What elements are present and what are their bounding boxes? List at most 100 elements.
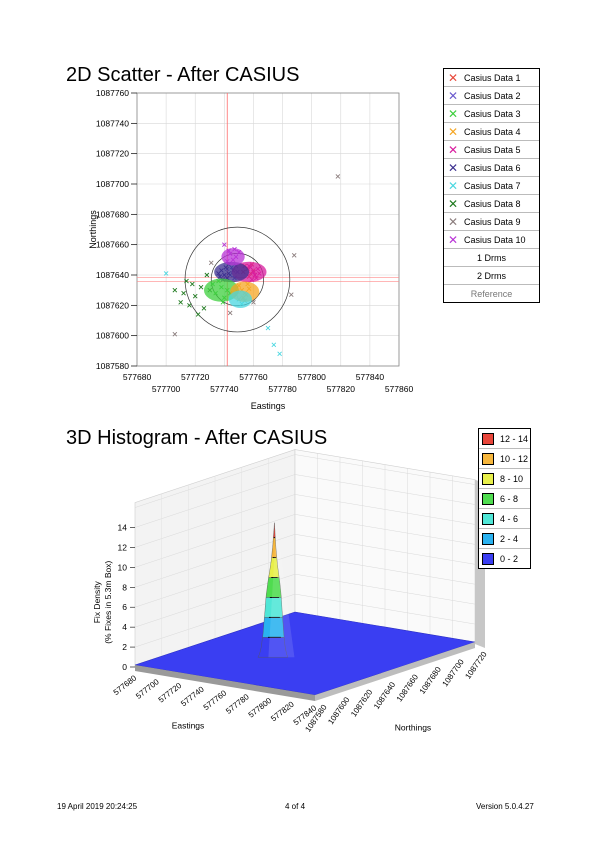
legend-color-swatch (482, 492, 494, 505)
scatter-point (251, 299, 256, 305)
scatter-point (335, 174, 341, 179)
scatter-plot-frame (136, 92, 400, 367)
scatter-legend-item: 1 Drms (444, 249, 539, 267)
histogram-legend: 12 - 14 10 - 12 8 - 10 6 - 8 4 - 6 2 - 4 0 - 2 (478, 428, 531, 569)
scatter-y-tick-label: 1087720 (96, 149, 129, 159)
scatter-legend-label: Casius Data 4 (464, 126, 521, 137)
scatter-x-tick-label: 577680 (123, 372, 152, 382)
histogram-wall-gridline (294, 454, 476, 485)
scatter-chart: 1087760 1087740 1087720 1087700 1087680 10876… (88, 88, 414, 411)
scatter-legend-item: ✕ Casius Data 9 (444, 213, 539, 231)
scatter-point (192, 293, 198, 299)
histogram-z-tick-label: 8 (122, 582, 127, 592)
histogram-legend-label: 10 - 12 (500, 453, 529, 464)
scatter-point (181, 290, 186, 296)
histogram-legend-item: 6 - 8 (479, 489, 530, 509)
scatter-point-cluster (214, 261, 250, 283)
histogram-y-tick-label: 1087640 (372, 680, 398, 711)
scatter-y-tick-label: 1087660 (96, 240, 129, 250)
scatter-y-tick-label: 1087640 (96, 270, 129, 280)
histogram-legend-label: 4 - 6 (500, 513, 519, 524)
histogram-z-tick-label: 6 (122, 602, 127, 612)
scatter-legend-label: Casius Data 8 (464, 198, 521, 209)
scatter-y-tick-label: 1087760 (96, 88, 129, 98)
scatter-point (222, 242, 227, 247)
scatter-point (189, 281, 195, 287)
legend-color-swatch (482, 432, 494, 445)
histogram-wall-gridline (294, 474, 476, 505)
scatter-legend-item: ✕ Casius Data 6 (444, 159, 539, 177)
scatter-point (277, 351, 282, 357)
footer-version: Version 5.0.4.27 (476, 802, 534, 811)
scatter-y-tick-label: 1087700 (96, 179, 129, 189)
legend-color-swatch (482, 552, 494, 565)
scatter-legend-item: Reference (444, 285, 539, 302)
scatter-legend: ✕ Casius Data 1 ✕ Casius Data 2 ✕ Casius Data… (443, 68, 540, 303)
scatter-point (172, 287, 178, 293)
legend-x-marker-icon: ✕ (447, 70, 459, 85)
histogram-z-tick-label: 14 (118, 523, 128, 533)
scatter-legend-item: ✕ Casius Data 10 (444, 231, 539, 249)
scatter-legend-label: Casius Data 10 (464, 234, 526, 245)
scatter-y-tick-label: 1087620 (96, 300, 129, 310)
scatter-point (204, 272, 210, 278)
histogram-peak-band (273, 522, 276, 538)
scatter-legend-item: ✕ Casius Data 5 (444, 141, 539, 159)
scatter-legend-label: Casius Data 5 (464, 144, 521, 155)
scatter-legend-item: ✕ Casius Data 8 (444, 195, 539, 213)
histogram-legend-item: 10 - 12 (479, 449, 530, 469)
histogram-peak-highlight (268, 522, 295, 658)
scatter-point (198, 284, 204, 290)
scatter-y-tick-label: 1087600 (96, 331, 129, 341)
legend-x-marker-icon: ✕ (447, 88, 459, 103)
histogram-legend-item: 4 - 6 (479, 509, 530, 529)
histogram-floor-edge (135, 665, 315, 702)
histogram-3d-chart: 0 2 4 6 8 10 12 14 Fix Density (% Fixes in 5.3m B… (92, 449, 489, 734)
scatter-x-axis-title: Eastings (251, 401, 286, 411)
scatter-legend-item: ✕ Casius Data 3 (444, 105, 539, 123)
scatter-legend-label: 2 Drms (477, 270, 506, 281)
histogram-y-tick-label: 1087600 (326, 695, 352, 726)
histogram-wall-gridline (294, 534, 476, 565)
scatter-point (208, 260, 214, 266)
scatter-point (201, 306, 207, 311)
legend-x-marker-icon: ✕ (447, 124, 459, 139)
histogram-wall-gridline (294, 553, 476, 585)
footer-page-number: 4 of 4 (285, 802, 306, 811)
scatter-point (227, 310, 233, 316)
scatter-legend-label: Casius Data 1 (464, 72, 521, 83)
histogram-y-tick-label: 1087700 (441, 657, 467, 688)
scatter-legend-label: Casius Data 3 (464, 108, 521, 119)
scatter-x-tick-label: 577700 (152, 384, 181, 394)
scatter-legend-item: 2 Drms (444, 267, 539, 285)
scatter-point (291, 252, 297, 258)
legend-x-marker-icon: ✕ (447, 106, 459, 121)
scatter-point (271, 342, 277, 348)
histogram-z-tick-label: 12 (118, 542, 128, 552)
footer-timestamp: 19 April 2019 20:24:25 (57, 802, 138, 811)
scatter-x-tick-label: 577860 (385, 384, 414, 394)
histogram-wall-gridline (294, 514, 476, 545)
legend-color-swatch (482, 512, 494, 525)
scatter-y-tick-label: 1087740 (96, 118, 129, 128)
scatter-point-cluster (221, 248, 245, 266)
scatter-x-tick-label: 577840 (356, 372, 385, 382)
scatter-x-tick-label: 577720 (181, 372, 210, 382)
histogram-z-tick-label: 4 (122, 622, 127, 632)
legend-x-marker-icon: ✕ (447, 214, 459, 229)
legend-x-marker-icon: ✕ (447, 160, 459, 175)
scatter-point (163, 271, 169, 276)
histogram-wall-gridline (294, 494, 476, 525)
scatter-point (178, 299, 183, 305)
histogram-z-tick-label: 10 (118, 562, 128, 572)
scatter-legend-label: Casius Data 7 (464, 180, 521, 191)
histogram-legend-label: 2 - 4 (500, 533, 519, 544)
histogram-legend-label: 8 - 10 (500, 473, 524, 484)
scatter-y-tick-label: 1087580 (96, 361, 129, 371)
histogram-floor-edge (315, 642, 475, 702)
legend-x-marker-icon: ✕ (447, 196, 459, 211)
scatter-legend-item: ✕ Casius Data 4 (444, 123, 539, 141)
scatter-title: 2D Scatter - After CASIUS (66, 64, 300, 86)
histogram-y-tick-label: 1087720 (463, 650, 489, 681)
scatter-x-tick-label: 577820 (327, 384, 356, 394)
